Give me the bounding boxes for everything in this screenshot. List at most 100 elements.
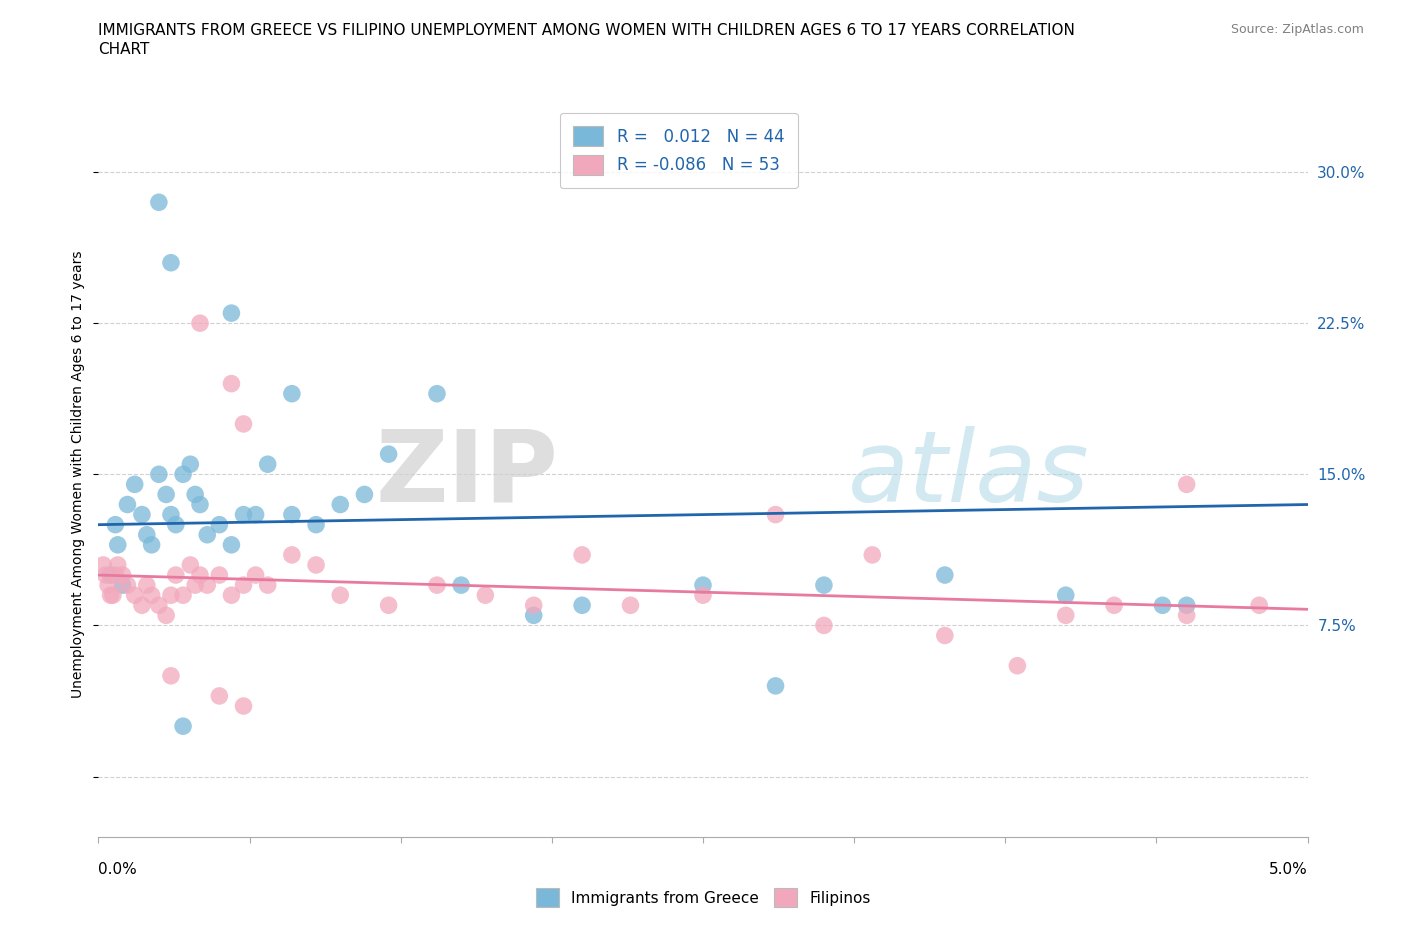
Y-axis label: Unemployment Among Women with Children Ages 6 to 17 years: Unemployment Among Women with Children A… xyxy=(72,250,86,698)
Point xyxy=(1152,598,1174,613)
Point xyxy=(124,477,146,492)
Point xyxy=(571,548,593,563)
Point xyxy=(179,558,201,573)
Point xyxy=(281,548,304,563)
Point xyxy=(195,527,218,542)
Point xyxy=(305,517,328,532)
Point xyxy=(256,578,278,592)
Point xyxy=(184,578,207,592)
Point xyxy=(221,377,243,392)
Point xyxy=(155,487,177,502)
Point xyxy=(450,578,472,592)
Point xyxy=(160,256,183,271)
Point xyxy=(91,558,114,573)
Point xyxy=(245,567,267,582)
Point xyxy=(232,417,254,432)
Point xyxy=(172,719,194,734)
Point xyxy=(860,548,883,563)
Point xyxy=(208,688,231,703)
Point xyxy=(426,386,449,401)
Point xyxy=(232,698,254,713)
Point xyxy=(131,598,153,613)
Point xyxy=(1054,608,1077,623)
Point xyxy=(172,467,194,482)
Point xyxy=(131,507,153,522)
Point xyxy=(281,507,304,522)
Point xyxy=(111,578,134,592)
Point xyxy=(117,578,139,592)
Point xyxy=(329,498,352,512)
Point xyxy=(934,628,956,643)
Point xyxy=(208,567,231,582)
Point xyxy=(245,507,267,522)
Point xyxy=(148,467,170,482)
Point xyxy=(141,538,163,552)
Point xyxy=(111,567,134,582)
Point xyxy=(474,588,496,603)
Point xyxy=(305,558,328,573)
Legend: Immigrants from Greece, Filipinos: Immigrants from Greece, Filipinos xyxy=(530,883,876,913)
Point xyxy=(165,567,187,582)
Point xyxy=(101,588,124,603)
Point xyxy=(107,558,129,573)
Point xyxy=(1102,598,1125,613)
Point xyxy=(523,608,546,623)
Point xyxy=(221,538,243,552)
Point xyxy=(571,598,593,613)
Point xyxy=(188,498,211,512)
Point xyxy=(221,306,243,321)
Point xyxy=(195,578,218,592)
Point xyxy=(155,608,177,623)
Point xyxy=(97,578,120,592)
Point xyxy=(813,578,835,592)
Point xyxy=(281,386,304,401)
Point xyxy=(188,316,211,331)
Point xyxy=(100,588,122,603)
Point xyxy=(426,578,449,592)
Point xyxy=(104,517,127,532)
Point xyxy=(765,507,787,522)
Point xyxy=(135,527,157,542)
Point xyxy=(179,457,201,472)
Point xyxy=(124,588,146,603)
Text: CHART: CHART xyxy=(98,42,150,57)
Point xyxy=(135,578,157,592)
Point xyxy=(107,538,129,552)
Point xyxy=(1175,608,1198,623)
Point xyxy=(353,487,375,502)
Point xyxy=(160,588,183,603)
Point xyxy=(221,588,243,603)
Point xyxy=(256,457,278,472)
Point xyxy=(117,498,139,512)
Text: IMMIGRANTS FROM GREECE VS FILIPINO UNEMPLOYMENT AMONG WOMEN WITH CHILDREN AGES 6: IMMIGRANTS FROM GREECE VS FILIPINO UNEMP… xyxy=(98,23,1076,38)
Point xyxy=(165,517,187,532)
Point xyxy=(184,487,207,502)
Point xyxy=(188,567,211,582)
Legend: R =   0.012   N = 44, R = -0.086   N = 53: R = 0.012 N = 44, R = -0.086 N = 53 xyxy=(560,113,797,189)
Point xyxy=(232,578,254,592)
Point xyxy=(934,567,956,582)
Point xyxy=(148,598,170,613)
Point xyxy=(160,669,183,684)
Point xyxy=(94,567,117,582)
Text: ZIP: ZIP xyxy=(375,426,558,523)
Point xyxy=(692,588,714,603)
Point xyxy=(208,517,231,532)
Point xyxy=(619,598,641,613)
Point xyxy=(377,446,399,461)
Point xyxy=(141,588,163,603)
Point xyxy=(1175,598,1198,613)
Point xyxy=(377,598,399,613)
Point xyxy=(1249,598,1271,613)
Point xyxy=(1054,588,1077,603)
Point xyxy=(1175,477,1198,492)
Point xyxy=(100,567,122,582)
Point xyxy=(104,567,127,582)
Point xyxy=(813,618,835,633)
Point xyxy=(172,588,194,603)
Point xyxy=(329,588,352,603)
Text: 5.0%: 5.0% xyxy=(1268,862,1308,877)
Point xyxy=(148,195,170,210)
Point xyxy=(160,507,183,522)
Text: Source: ZipAtlas.com: Source: ZipAtlas.com xyxy=(1230,23,1364,36)
